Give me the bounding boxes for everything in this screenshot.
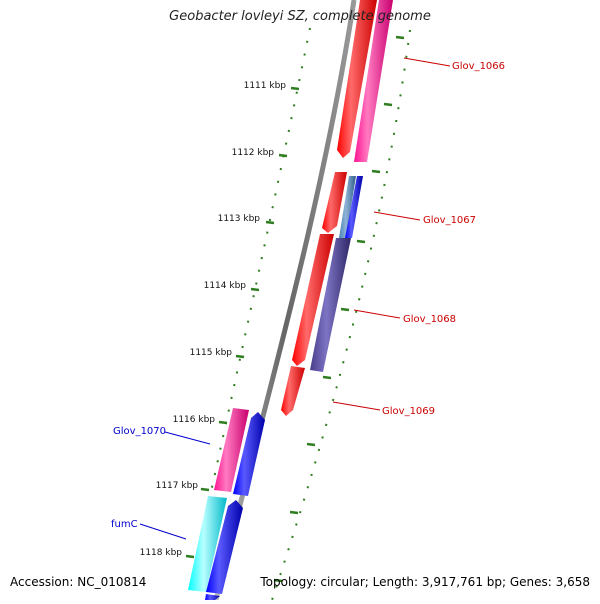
tick-label: 1113 kbp bbox=[218, 214, 261, 224]
genome-title: Geobacter lovleyi SZ, complete genome bbox=[169, 9, 431, 24]
gene-arrow-glov-1067-steel[interactable] bbox=[339, 176, 356, 238]
tick-label: 1115 kbp bbox=[190, 348, 233, 358]
gene-arrow-glov-1067[interactable] bbox=[322, 172, 347, 233]
gene-arrow-glov-1068-slate[interactable] bbox=[310, 238, 351, 372]
gene-label[interactable]: Glov_1070 bbox=[113, 426, 166, 437]
gene-arrow-glov-1067-blue[interactable] bbox=[345, 176, 363, 238]
gene-arrow-glov-1066[interactable] bbox=[337, 0, 377, 158]
tick-labels: 1111 kbp 1112 kbp 1113 kbp 1114 kbp 1115… bbox=[140, 81, 287, 558]
tick-label: 1114 kbp bbox=[204, 281, 247, 291]
tick-label: 1111 kbp bbox=[244, 81, 287, 91]
genome-summary-text: Topology: circular; Length: 3,917,761 bp… bbox=[260, 575, 590, 589]
gene-label[interactable]: Glov_1068 bbox=[403, 314, 456, 325]
tick-label: 1117 kbp bbox=[156, 481, 199, 491]
gene-arrow-glov-1070[interactable] bbox=[214, 408, 249, 492]
tick-ring-outer bbox=[271, 29, 411, 601]
gene-arrow-fumc[interactable] bbox=[188, 496, 227, 592]
gene-arrow-glov-1068[interactable] bbox=[292, 234, 334, 366]
tick-label: 1112 kbp bbox=[232, 148, 275, 158]
gene-label[interactable]: Glov_1069 bbox=[382, 406, 435, 417]
gene-arrow-fumc-blue-cap[interactable] bbox=[205, 594, 220, 600]
gene-arrow-glov-1069[interactable] bbox=[281, 366, 305, 416]
major-tick-marks bbox=[185, 35, 405, 583]
gene-label[interactable]: Glov_1066 bbox=[452, 61, 505, 72]
leader-lines bbox=[139, 57, 451, 540]
gene-labels: Glov_1066 Glov_1067 Glov_1068 Glov_1069 … bbox=[111, 61, 505, 530]
gene-arrow-glov-1066-pink[interactable] bbox=[354, 0, 393, 162]
tick-label: 1116 kbp bbox=[173, 415, 216, 425]
gene-label[interactable]: fumC bbox=[111, 519, 138, 530]
gene-arrow-fumc-blue[interactable] bbox=[206, 500, 243, 594]
tick-label: 1118 kbp bbox=[140, 548, 183, 558]
accession-text: Accession: NC_010814 bbox=[10, 575, 147, 589]
gene-label[interactable]: Glov_1067 bbox=[423, 215, 476, 226]
gene-arrow-glov-1070-blue[interactable] bbox=[233, 412, 265, 496]
